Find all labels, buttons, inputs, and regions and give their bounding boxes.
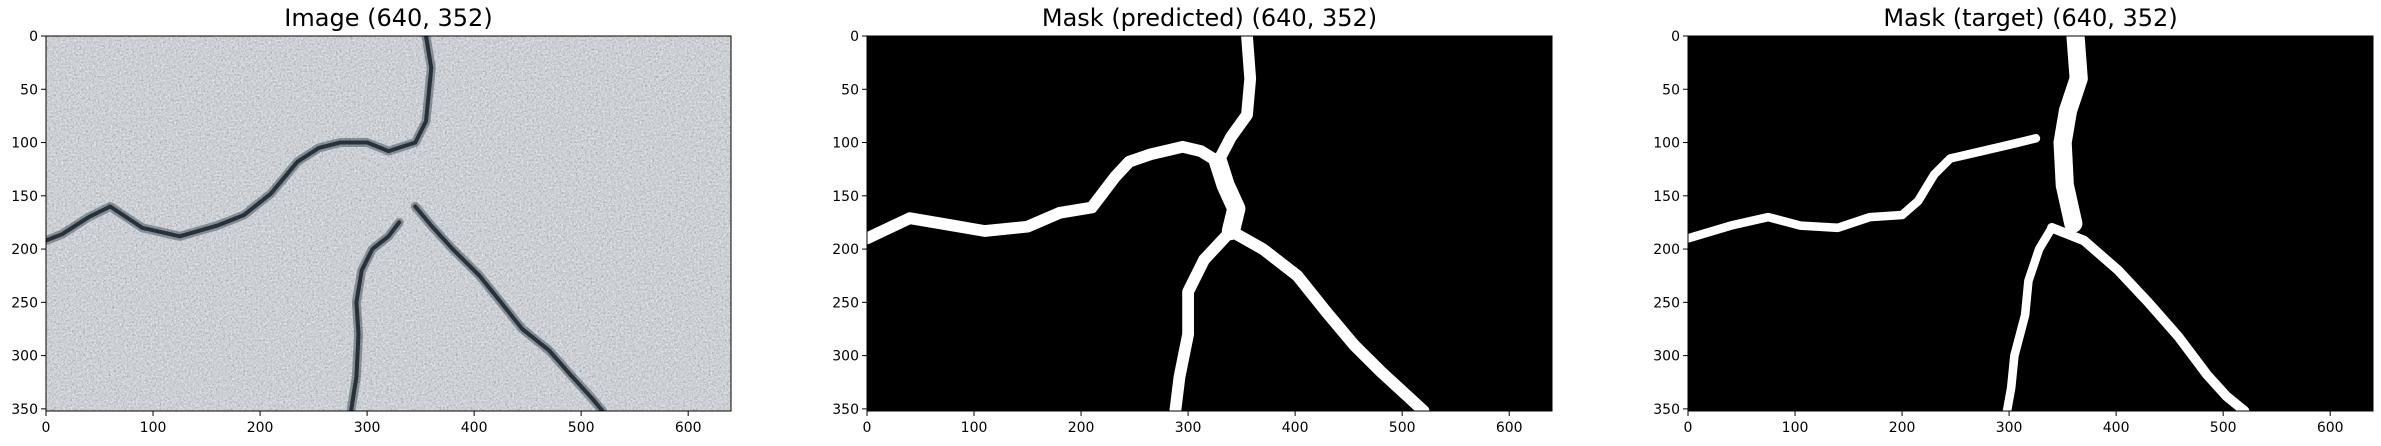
panel-title: Image (640, 352)	[284, 4, 492, 32]
axes-frame	[1687, 35, 2374, 412]
x-tick-label: 400	[1282, 420, 1309, 436]
y-tick-label: 0	[1671, 29, 1680, 45]
x-tick-label: 500	[2210, 420, 2237, 436]
mask-segment	[1209, 152, 1246, 241]
x-tick-label: 100	[961, 420, 988, 436]
y-tick-label: 50	[841, 82, 859, 98]
y-tick-label: 150	[11, 189, 38, 205]
x-tick-label: 100	[140, 420, 167, 436]
plot-area	[1688, 36, 2373, 411]
mask-segment	[2053, 36, 2088, 233]
x-tick-label: 600	[675, 420, 702, 436]
plot-area	[46, 36, 731, 411]
y-tick-label: 0	[29, 29, 38, 45]
y-tick-label: 150	[1653, 189, 1680, 205]
x-tick-label: 300	[1175, 420, 1202, 436]
y-tick-label: 150	[832, 189, 859, 205]
mask-segment	[1688, 134, 2041, 243]
y-tick-label: 100	[1653, 136, 1680, 152]
y-tick-label: 100	[11, 136, 38, 152]
x-tick-label: 600	[2317, 420, 2344, 436]
x-tick-label: 500	[1389, 420, 1416, 436]
y-tick-label: 50	[1662, 82, 1680, 98]
x-tick-label: 0	[863, 420, 872, 436]
mask-segment	[1169, 225, 1237, 411]
mask-segment	[867, 36, 1257, 245]
panel-title: Mask (predicted) (640, 352)	[1042, 4, 1377, 32]
x-tick-label: 200	[247, 420, 274, 436]
x-tick-label: 0	[42, 420, 51, 436]
mask-segment	[2002, 223, 2057, 411]
y-tick-label: 200	[1653, 242, 1680, 258]
mask-background	[867, 36, 1552, 411]
y-tick-label: 200	[832, 242, 859, 258]
crack	[46, 36, 434, 243]
y-tick-label: 250	[11, 295, 38, 311]
crack	[413, 204, 605, 411]
y-tick-label: 50	[20, 82, 38, 98]
y-tick-label: 100	[832, 136, 859, 152]
x-tick-label: 0	[1684, 420, 1693, 436]
crack	[349, 220, 402, 411]
y-tick-label: 250	[832, 295, 859, 311]
x-tick-label: 600	[1496, 420, 1523, 436]
y-tick-label: 300	[11, 349, 38, 365]
panel-1: Image (640, 352) 0 100 200 300 400 500 600 0 50 10…	[11, 4, 732, 436]
panel-3: Mask (target) (640, 352)0 100 200 300 400 500…	[1653, 4, 2374, 436]
x-tick-label: 200	[1889, 420, 1916, 436]
y-tick-label: 200	[11, 242, 38, 258]
x-tick-label: 400	[461, 420, 488, 436]
axes-frame	[866, 35, 1553, 412]
x-tick-label: 400	[2103, 420, 2130, 436]
plot-area	[867, 36, 1552, 411]
x-tick-label: 100	[1782, 420, 1809, 436]
x-tick-label: 300	[1996, 420, 2023, 436]
mask-segment	[1225, 225, 1430, 411]
y-tick-label: 350	[11, 402, 38, 418]
mask-segment	[2047, 222, 2250, 411]
panel-title: Mask (target) (640, 352)	[1883, 4, 2177, 32]
y-tick-label: 350	[832, 402, 859, 418]
axes-frame	[45, 35, 732, 412]
y-tick-label: 350	[1653, 402, 1680, 418]
x-tick-label: 300	[354, 420, 381, 436]
y-tick-label: 250	[1653, 295, 1680, 311]
y-tick-label: 300	[832, 349, 859, 365]
asphalt-texture	[46, 36, 731, 411]
panel-2: Mask (predicted) (640, 352) 0 100 200 300 400…	[832, 4, 1553, 436]
y-tick-label: 0	[850, 29, 859, 45]
x-tick-label: 500	[568, 420, 595, 436]
y-tick-label: 300	[1653, 349, 1680, 365]
x-tick-label: 200	[1068, 420, 1095, 436]
